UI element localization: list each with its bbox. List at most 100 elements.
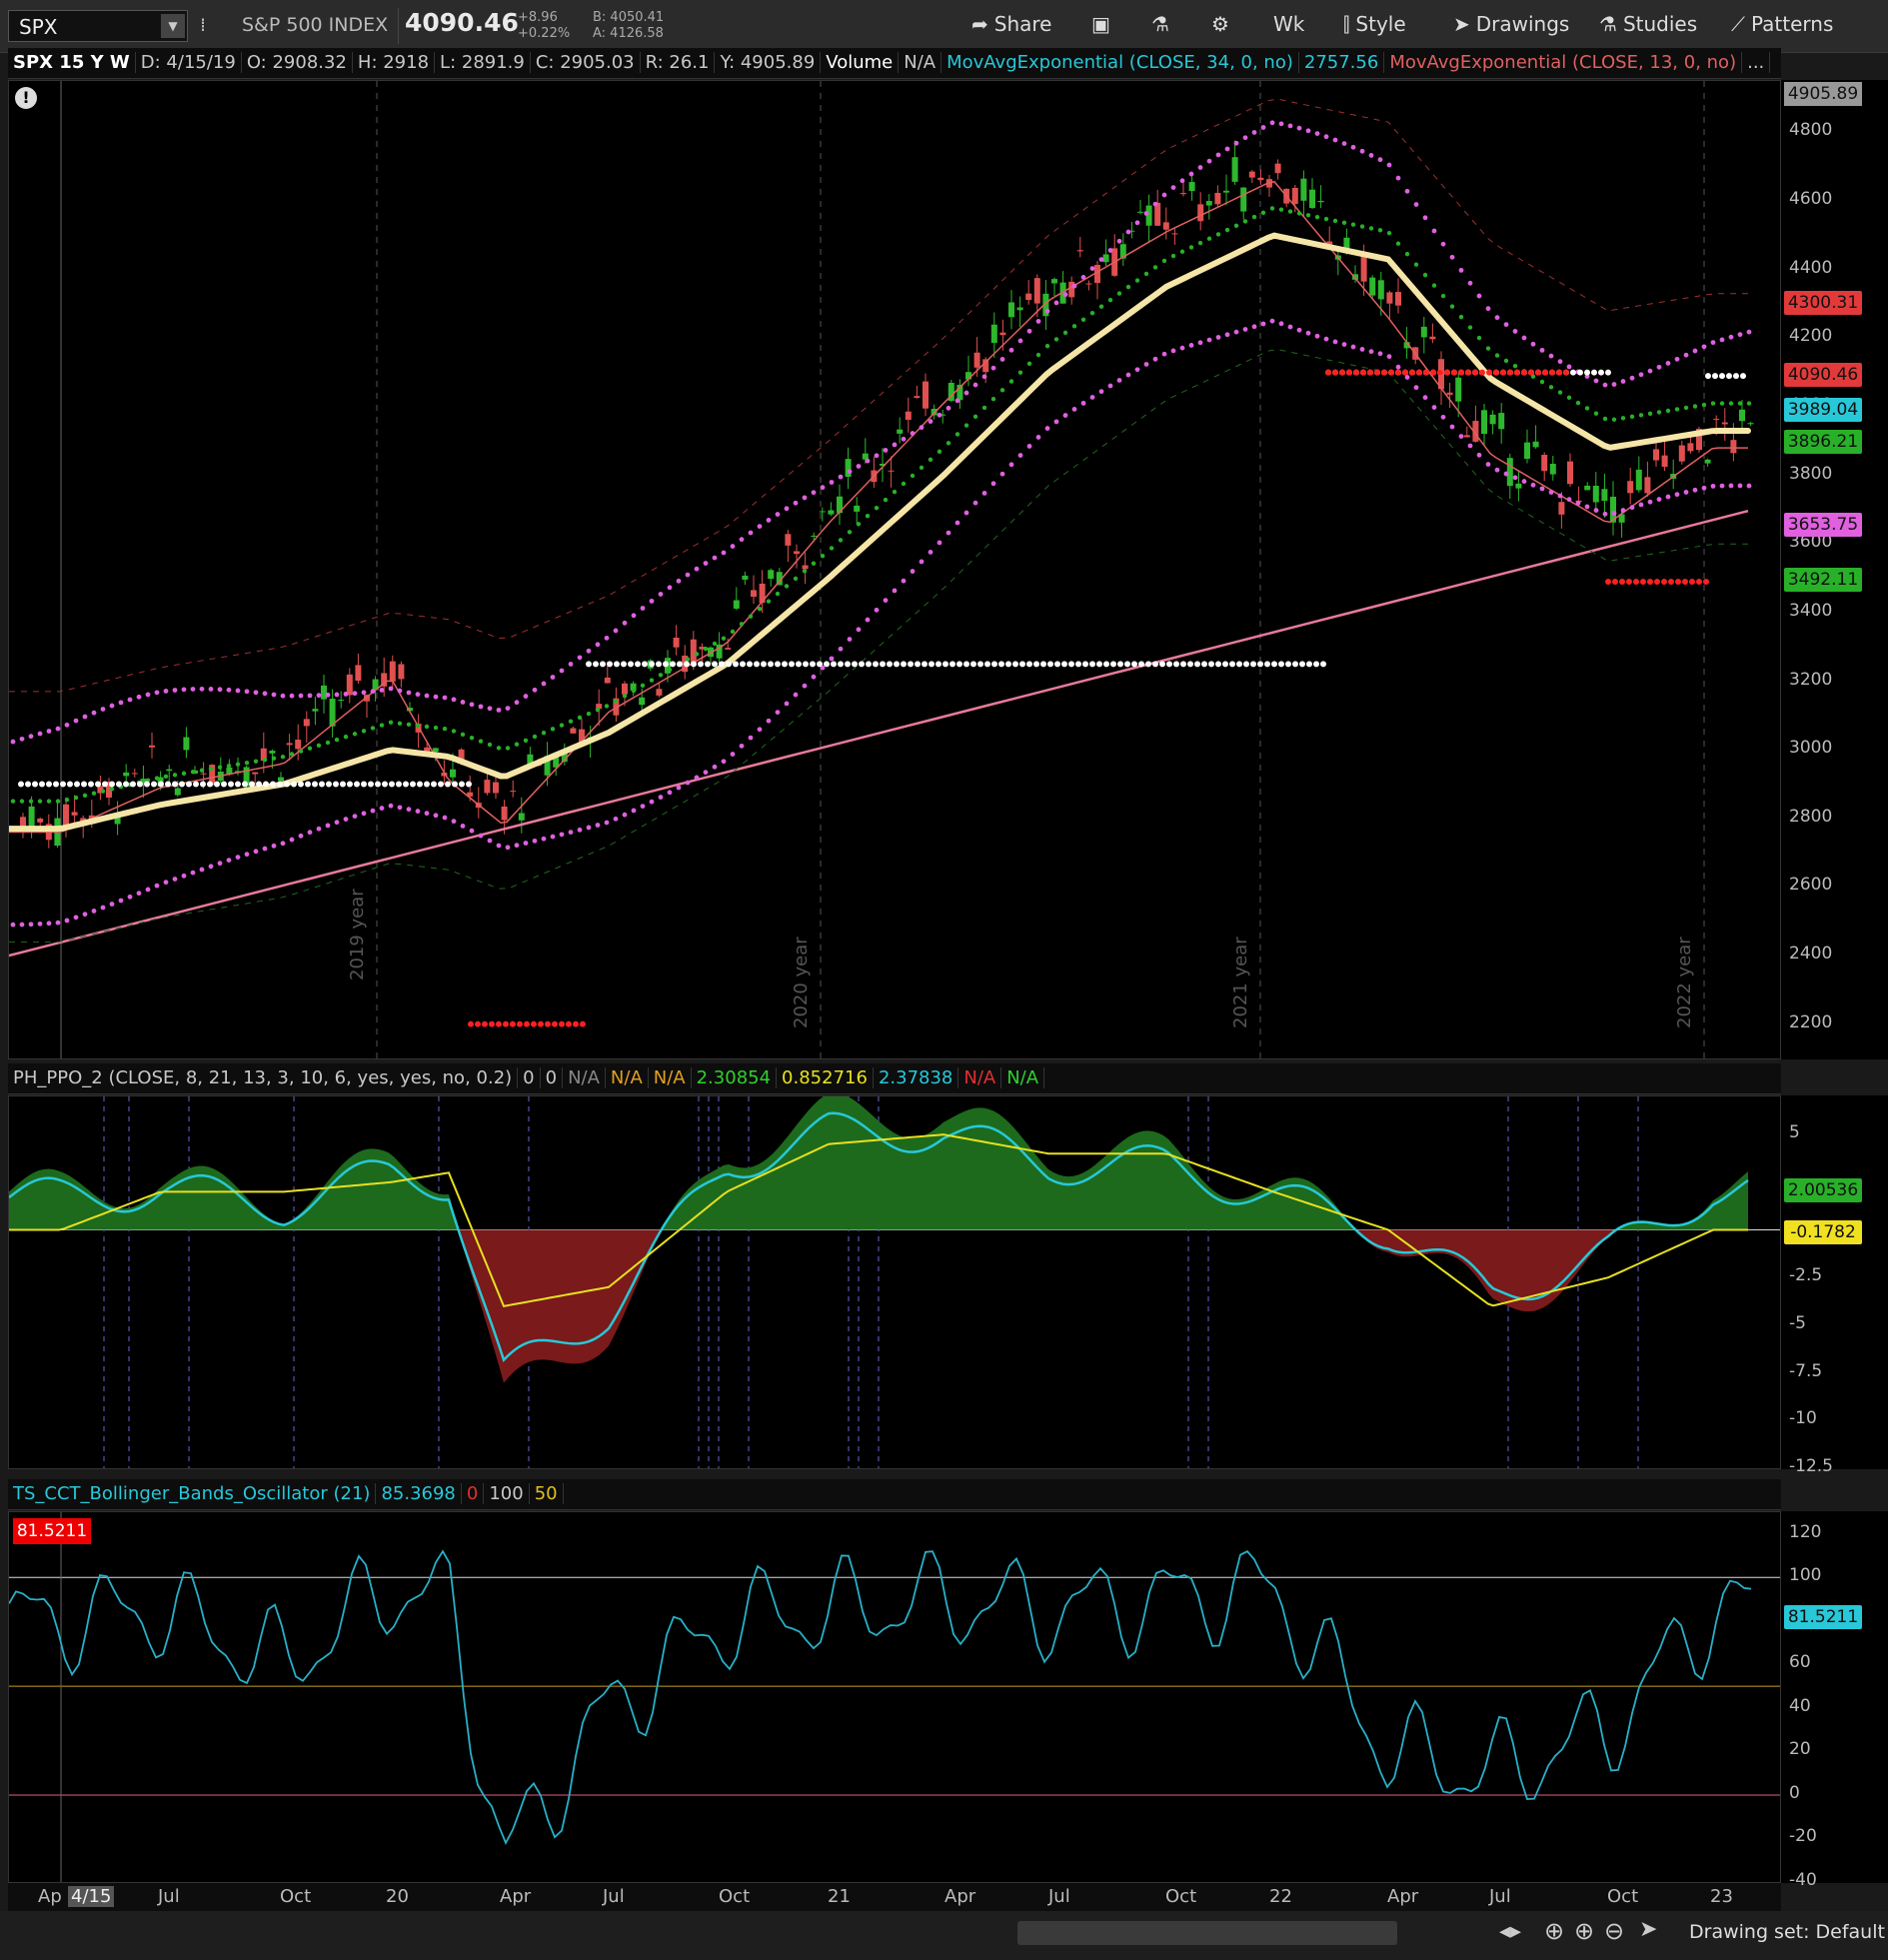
candle-body (1472, 421, 1479, 442)
support-dots (263, 781, 269, 788)
support-dots (775, 661, 781, 668)
ppo-value-7: 2.37838 (873, 1067, 959, 1088)
support-dots (1250, 661, 1256, 668)
upper-band-dot (1710, 340, 1716, 346)
zoom-out-icon[interactable]: ⊖ (1604, 1917, 1625, 1945)
candle-body (596, 704, 603, 710)
ppo-histogram (1128, 1133, 1133, 1230)
keltner-dot (1611, 417, 1617, 422)
lower-band-dot (793, 692, 799, 698)
lower-band-dot (208, 864, 214, 870)
patterns-button[interactable]: ⟋ Patterns (1731, 12, 1833, 36)
candle-body (243, 767, 250, 787)
candle-body (1154, 202, 1161, 226)
ppo-histogram (899, 1134, 904, 1230)
link-icon[interactable]: ⁞ (200, 14, 207, 36)
settings-button[interactable]: ⚙ (1211, 12, 1235, 36)
ppo-panel[interactable] (8, 1095, 1781, 1469)
upper-band-dot (1692, 348, 1698, 354)
drawings-button[interactable]: ➤ Drawings (1453, 12, 1569, 36)
support-dots (740, 661, 746, 668)
ppo-axis[interactable] (1781, 1095, 1888, 1469)
support-dots (943, 661, 948, 668)
scroll-arrows-icon[interactable]: ◂▸ (1499, 1919, 1522, 1944)
time-axis-label: Jul (1489, 1886, 1511, 1907)
price-chart[interactable] (9, 81, 1780, 1058)
candle-body (1352, 274, 1358, 280)
ppo-histogram (334, 1167, 339, 1230)
bbo-badge: 81.5211 (1784, 1604, 1862, 1629)
red-level-dots (1556, 369, 1562, 376)
support-dots (901, 661, 907, 668)
keltner-dot (1629, 414, 1635, 420)
red-level-dots (1612, 579, 1618, 586)
ema13-label[interactable]: MovAvgExponential (CLOSE, 13, 0, no) (1384, 52, 1743, 73)
keltner-dot (1260, 210, 1266, 215)
aggregation-button[interactable]: Wk (1273, 12, 1304, 36)
upper-band-dot (1728, 334, 1734, 340)
zoom-in-icon[interactable]: ⊕ (1574, 1917, 1595, 1945)
ppo-histogram (524, 1229, 529, 1365)
style-button[interactable]: ⫿ Style (1343, 12, 1406, 36)
lower-band-dot (1449, 424, 1455, 430)
keltner-dot (1431, 283, 1437, 288)
lower-band-dot (856, 627, 862, 633)
upper-band-dot (910, 431, 916, 436)
snapshot-button[interactable]: ▣ (1091, 12, 1116, 36)
candle-body (1455, 377, 1462, 402)
bbo-label[interactable]: TS_CCT_Bollinger_Bands_Oscillator (21) (8, 1483, 377, 1504)
volume-label[interactable]: Volume (821, 52, 900, 73)
upper-band-dot (145, 692, 151, 698)
upper-band-dot (37, 731, 43, 737)
ema34-label[interactable]: MovAvgExponential (CLOSE, 34, 0, no) (942, 52, 1299, 73)
red-level-dots (524, 1020, 530, 1027)
candle-body (776, 572, 783, 586)
support-dots (88, 781, 94, 788)
candle-body (200, 773, 207, 775)
more-studies[interactable]: ... (1742, 52, 1771, 73)
ppo-histogram (1248, 1194, 1253, 1230)
resistance-dots (1598, 369, 1604, 376)
ppo-label[interactable]: PH_PPO_2 (CLOSE, 8, 21, 13, 3, 10, 6, ye… (8, 1067, 519, 1088)
ohlc-close: C: 2905.03 (530, 52, 641, 73)
upper-band-dot (1305, 128, 1311, 134)
pointer-icon[interactable]: ➤ (1639, 1917, 1658, 1942)
candle-body (484, 780, 491, 794)
time-axis[interactable] (8, 1883, 1781, 1911)
chevron-down-icon[interactable]: ▼ (161, 14, 185, 38)
crosshair-icon[interactable]: ⊕ (1544, 1917, 1565, 1945)
price-panel[interactable]: ! 2019 year 2020 year 2021 year 2022 yea… (8, 80, 1781, 1059)
resistance-dots (1733, 373, 1739, 380)
candle-body (725, 648, 732, 650)
candle-body (1730, 440, 1737, 454)
ppo-histogram (1383, 1229, 1388, 1252)
ppo-value-8: N/A (958, 1067, 1002, 1088)
keltner-dot (1665, 408, 1671, 414)
drawing-set-label[interactable]: Drawing set: Default (1689, 1921, 1885, 1943)
support-dots (18, 781, 24, 788)
horizontal-scrollbar[interactable] (1017, 1921, 1397, 1945)
ppo-histogram (1233, 1198, 1238, 1230)
ppo-chart[interactable] (9, 1096, 1780, 1468)
bbo-chart[interactable] (9, 1512, 1780, 1882)
bbo-axis[interactable] (1781, 1511, 1888, 1883)
alert-icon[interactable]: ! (15, 87, 37, 109)
keltner-dot (1017, 370, 1023, 375)
candle-body (518, 813, 525, 821)
share-button[interactable]: ➦ Share (971, 12, 1051, 36)
support-dots (894, 661, 900, 668)
keltner-dot (343, 734, 349, 740)
candle-body (905, 411, 912, 420)
ppo-histogram (889, 1128, 894, 1230)
upper-band-dot (460, 700, 466, 705)
ppo-histogram (1743, 1171, 1748, 1230)
upper-band-dot (1098, 257, 1104, 263)
upper-band-dot (505, 706, 511, 712)
flask-button[interactable]: ⚗ (1151, 12, 1175, 36)
studies-button[interactable]: ⚗ Studies (1599, 12, 1697, 36)
candle-body (458, 749, 465, 762)
lower-band-dot (496, 843, 502, 849)
symbol-input[interactable]: SPX ▼ (8, 10, 188, 42)
support-dots (172, 781, 178, 788)
bbo-panel[interactable]: 81.5211 (8, 1511, 1781, 1883)
